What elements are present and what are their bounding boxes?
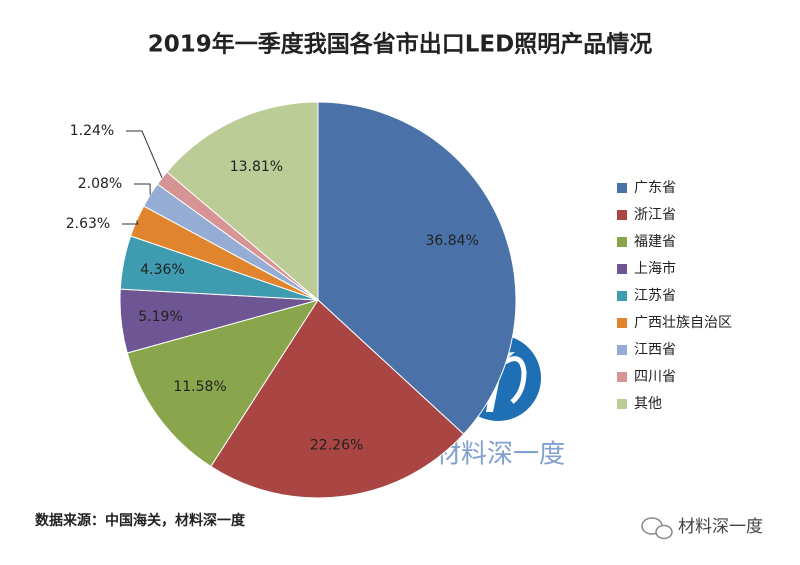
source-note: 数据来源：中国海关，材料深一度 xyxy=(35,512,246,529)
legend-label: 江苏省 xyxy=(634,288,676,304)
data-label: 5.19% xyxy=(138,309,182,325)
legend-swatch xyxy=(617,237,627,247)
data-label: 2.63% xyxy=(66,216,110,232)
legend-swatch xyxy=(617,318,627,328)
pie-slice xyxy=(210,299,465,499)
data-label: 4.36% xyxy=(140,262,184,278)
leader-line xyxy=(134,183,151,195)
legend-label: 江西省 xyxy=(634,342,676,358)
data-label: 36.84% xyxy=(425,233,478,249)
data-label: 11.58% xyxy=(173,379,226,395)
legend-swatch xyxy=(617,210,627,220)
watermark: 材料深一度 xyxy=(435,440,565,470)
leader-line xyxy=(122,220,139,225)
brand: 材料深一度 xyxy=(678,517,763,537)
legend-label: 其他 xyxy=(634,396,662,412)
legend-swatch xyxy=(617,264,627,274)
legend-label: 广东省 xyxy=(634,180,676,196)
legend-label: 上海市 xyxy=(634,260,676,277)
pie-slice xyxy=(126,299,320,468)
data-label: 22.26% xyxy=(310,437,363,453)
legend-label: 福建省 xyxy=(634,234,676,250)
legend-swatch xyxy=(617,291,627,301)
data-label: 1.24% xyxy=(70,123,114,139)
legend-swatch xyxy=(617,372,627,382)
legend-label: 四川省 xyxy=(634,369,676,385)
legend-label: 广西壮族自治区 xyxy=(634,315,732,331)
pie-slice xyxy=(166,101,319,302)
brand-icon xyxy=(641,517,673,540)
chart-title: 2019年一季度我国各省市出口LED照明产品情况 xyxy=(148,31,652,58)
legend-swatch xyxy=(617,183,627,193)
legend-swatch xyxy=(617,399,627,409)
data-label: 13.81% xyxy=(230,159,283,175)
legend-label: 浙江省 xyxy=(634,207,676,223)
pie-slice xyxy=(317,101,517,435)
legend-swatch xyxy=(617,345,627,355)
data-label: 2.08% xyxy=(78,176,122,192)
leader-line xyxy=(126,130,163,179)
